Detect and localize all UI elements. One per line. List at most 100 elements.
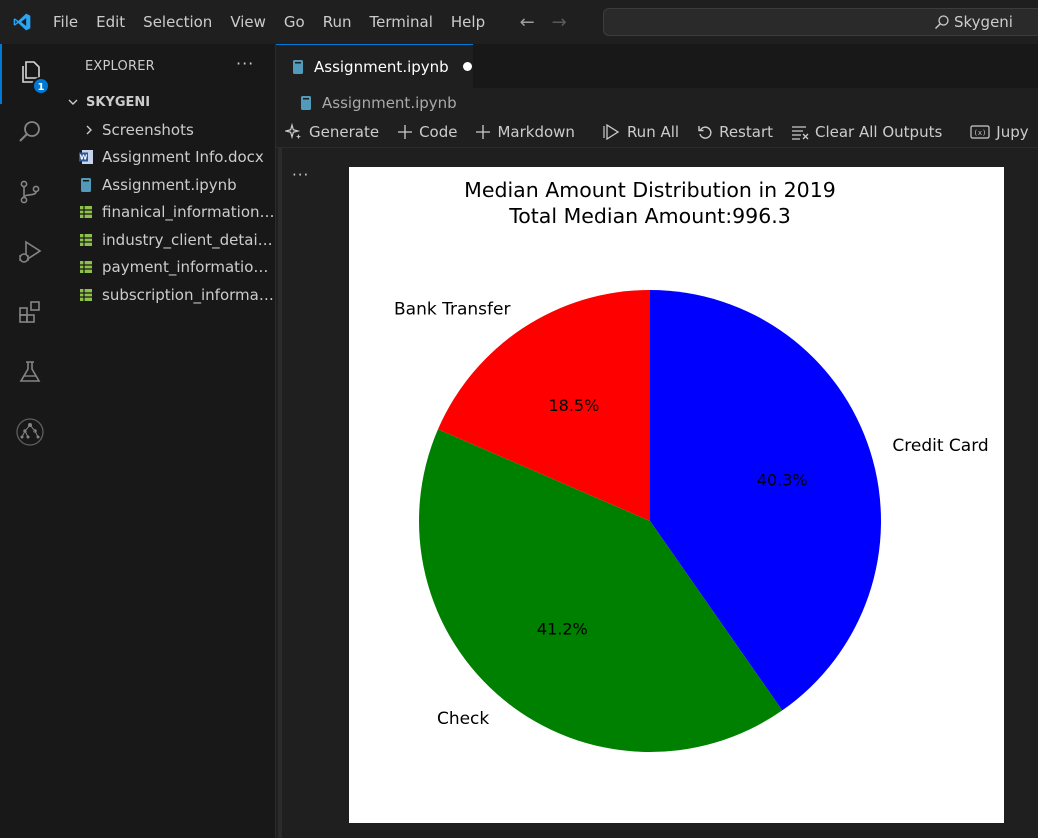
explorer-button[interactable]: 1 xyxy=(0,44,60,104)
menu-run[interactable]: Run xyxy=(322,13,352,31)
search-text: Skygeni xyxy=(954,13,1013,31)
generate-label: Generate xyxy=(309,123,380,141)
restart-icon xyxy=(697,124,713,140)
menu-go[interactable]: Go xyxy=(283,13,305,31)
jupyter-label: Jupy xyxy=(996,123,1029,141)
menu-edit[interactable]: Edit xyxy=(96,13,126,31)
tree-item-assignment-info[interactable]: W Assignment Info.docx xyxy=(60,144,275,172)
menu-terminal[interactable]: Terminal xyxy=(369,13,433,31)
source-control-icon xyxy=(16,178,44,210)
csv-file-icon xyxy=(78,259,94,275)
clear-all-icon xyxy=(791,124,809,140)
menu-view[interactable]: View xyxy=(230,13,266,31)
editor-tabs: Assignment.ipynb xyxy=(276,44,1038,88)
menu-help[interactable]: Help xyxy=(450,13,486,31)
forward-arrow-icon[interactable]: → xyxy=(551,11,567,33)
restart-label: Restart xyxy=(719,123,773,141)
unsaved-dot-icon[interactable] xyxy=(462,62,472,71)
pie-category-label: Bank Transfer xyxy=(394,300,510,320)
tree-item-label: industry_client_details... xyxy=(102,230,275,249)
menu-selection[interactable]: Selection xyxy=(143,13,213,31)
more-actions-icon[interactable]: ··· xyxy=(236,54,255,73)
generate-button[interactable]: Generate xyxy=(285,123,379,141)
search-view-button[interactable] xyxy=(0,104,60,164)
tree-item-screenshots[interactable]: Screenshots xyxy=(60,116,275,144)
add-code-cell-button[interactable]: Code xyxy=(397,123,457,141)
clear-all-outputs-label: Clear All Outputs xyxy=(815,123,943,141)
search-icon xyxy=(16,118,44,150)
pie-slice-check xyxy=(419,429,783,752)
notebook-toolbar: Generate Code Markdown Run All Restart xyxy=(276,117,1038,148)
jupyter-variables-button[interactable]: (x) Jupy xyxy=(970,123,1029,141)
workspace-folder[interactable]: SKYGENI xyxy=(60,88,275,116)
csv-file-icon xyxy=(78,232,94,248)
pie-category-label: Credit Card xyxy=(892,436,988,456)
activity-bar: 1 xyxy=(0,44,60,838)
tree-item-payment-information[interactable]: payment_information.... xyxy=(60,254,275,282)
breadcrumb: Assignment.ipynb xyxy=(276,88,1038,117)
breadcrumb-item[interactable]: Assignment.ipynb xyxy=(322,93,457,112)
tree-item-label: payment_information.... xyxy=(102,258,275,277)
svg-text:(x): (x) xyxy=(974,129,987,137)
title-bar: File Edit Selection View Go Run Terminal… xyxy=(0,0,1038,44)
pie-value-label: 41.2% xyxy=(537,619,588,638)
clear-all-outputs-button[interactable]: Clear All Outputs xyxy=(791,123,942,141)
explorer-title: EXPLORER xyxy=(85,58,155,74)
tree-item-financial-information[interactable]: finanical_information.... xyxy=(60,199,275,227)
search-icon xyxy=(934,14,950,30)
tab-label: Assignment.ipynb xyxy=(314,57,449,76)
tree-item-label: Assignment Info.docx xyxy=(102,148,264,167)
run-debug-button[interactable] xyxy=(0,224,60,284)
command-center-search[interactable]: Skygeni xyxy=(603,8,1038,36)
notebook-file-icon xyxy=(290,59,306,75)
csv-file-icon xyxy=(78,204,94,220)
pie-slice-credit-card xyxy=(650,290,881,711)
sparkle-icon xyxy=(285,123,303,141)
tree-item-label: Assignment.ipynb xyxy=(102,175,237,194)
chevron-right-icon xyxy=(82,124,96,136)
extension-view-button[interactable] xyxy=(0,404,60,464)
explorer-header: EXPLORER ··· xyxy=(60,44,275,88)
vscode-logo-icon xyxy=(0,0,44,44)
tree-item-assignment-notebook[interactable]: Assignment.ipynb xyxy=(60,171,275,199)
cell-output: Median Amount Distribution in 2019 Total… xyxy=(349,167,1004,823)
add-markdown-cell-button[interactable]: Markdown xyxy=(475,123,575,141)
csv-file-icon xyxy=(78,287,94,303)
pie-value-label: 40.3% xyxy=(757,470,808,489)
plus-icon xyxy=(397,124,413,140)
run-all-button[interactable]: Run All xyxy=(603,123,679,141)
tab-assignment-notebook[interactable]: Assignment.ipynb xyxy=(276,44,473,88)
word-file-icon: W xyxy=(78,149,94,165)
tree-item-label: subscription_informat... xyxy=(102,285,275,304)
pie-slice-bank-transfer xyxy=(437,290,650,521)
source-control-button[interactable] xyxy=(0,164,60,224)
flask-icon xyxy=(16,358,44,390)
pie-value-label: 18.5% xyxy=(548,396,599,415)
tree-item-industry-client-details[interactable]: industry_client_details... xyxy=(60,226,275,254)
plus-icon xyxy=(475,124,491,140)
editor-area: Assignment.ipynb Assignment.ipynb Genera… xyxy=(276,44,1038,838)
code-label: Code xyxy=(419,123,458,141)
chart-subtitle: Total Median Amount:996.3 xyxy=(508,204,791,228)
testing-button[interactable] xyxy=(0,344,60,404)
menu-file[interactable]: File xyxy=(53,13,79,31)
cell-more-actions-icon[interactable]: ··· xyxy=(292,166,310,184)
run-all-label: Run All xyxy=(626,123,680,141)
cell-gutter xyxy=(278,148,282,838)
run-all-icon xyxy=(603,123,621,141)
pie-chart: Median Amount Distribution in 2019 Total… xyxy=(394,178,989,752)
folder-name: SKYGENI xyxy=(86,94,151,110)
extensions-button[interactable] xyxy=(0,284,60,344)
pie-slices xyxy=(419,290,881,752)
tree-item-subscription-information[interactable]: subscription_informat... xyxy=(60,281,275,309)
chart-title: Median Amount Distribution in 2019 xyxy=(464,178,836,202)
markdown-label: Markdown xyxy=(497,123,575,141)
restart-button[interactable]: Restart xyxy=(697,123,773,141)
tree-item-label: finanical_information.... xyxy=(102,203,275,222)
back-arrow-icon[interactable]: ← xyxy=(519,11,535,33)
tree-hierarchy-icon xyxy=(15,417,45,451)
pie-category-label: Check xyxy=(437,709,489,729)
variables-icon: (x) xyxy=(970,124,990,140)
explorer-sidebar: EXPLORER ··· SKYGENI Screenshots W Assig… xyxy=(60,44,276,838)
chevron-down-icon xyxy=(66,95,80,109)
